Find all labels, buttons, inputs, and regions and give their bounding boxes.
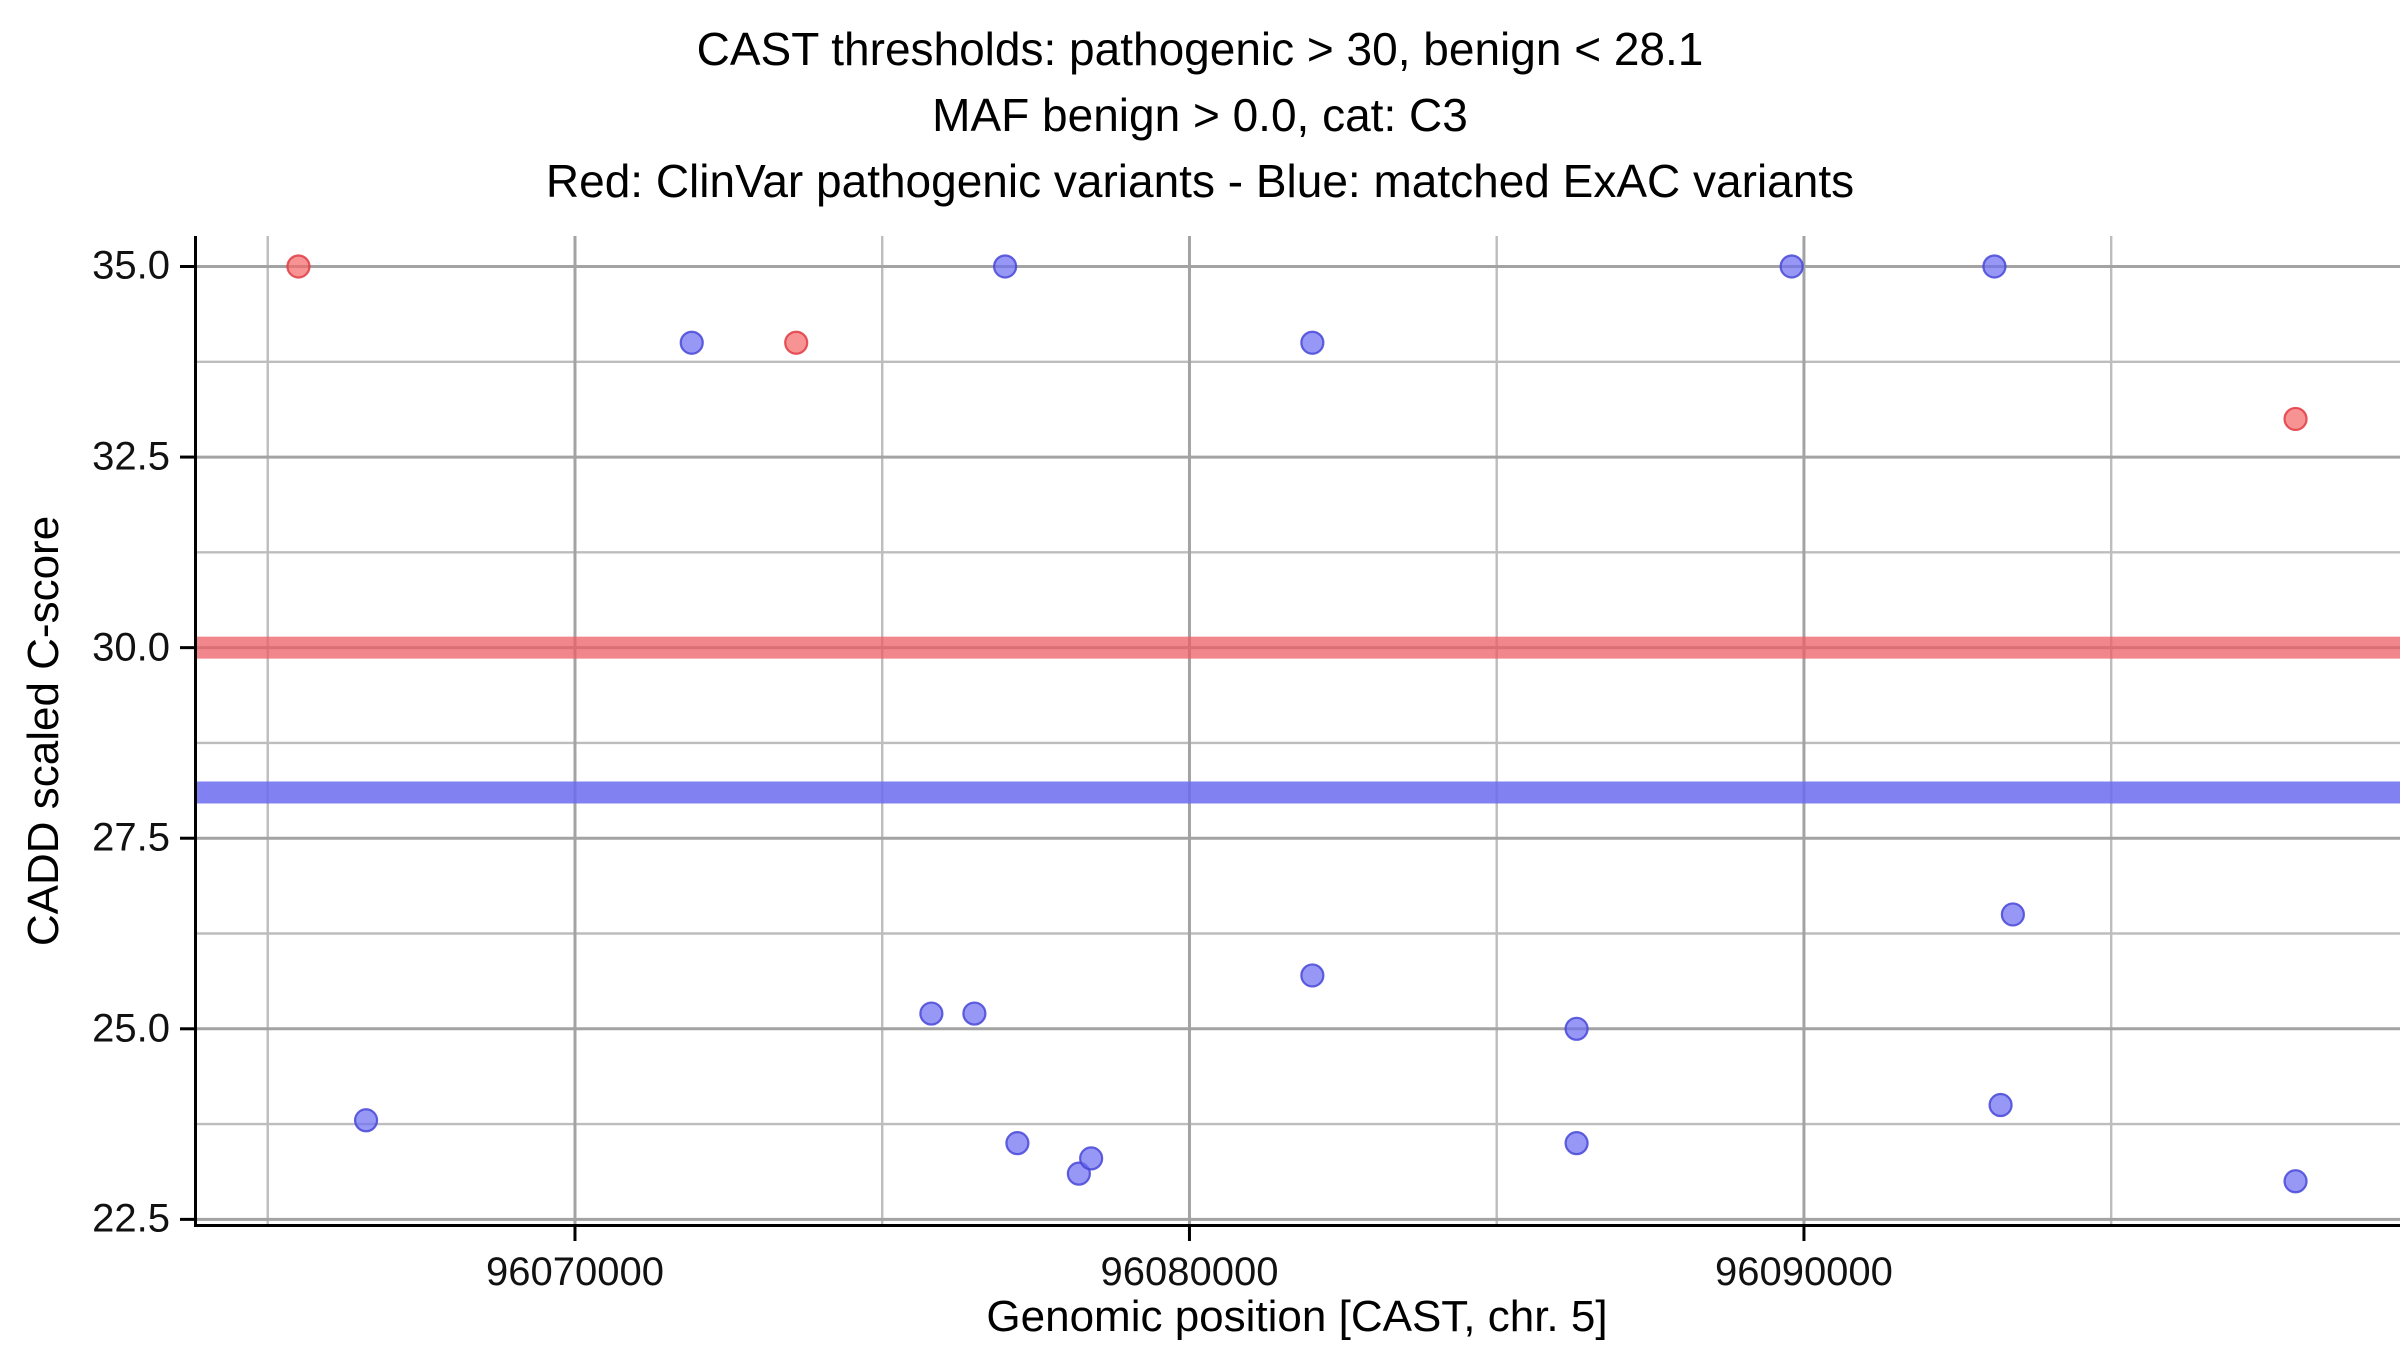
- data-point-exac: [1988, 1092, 2013, 1118]
- data-point-clinvar: [784, 330, 809, 355]
- data-point-exac: [1005, 1131, 1030, 1156]
- data-point-exac: [1079, 1146, 1104, 1171]
- chart-title: CAST thresholds: pathogenic > 30, benign…: [0, 16, 2400, 214]
- y-tick-label: 25.0: [92, 1006, 170, 1051]
- data-point-clinvar: [286, 254, 311, 279]
- data-point-exac: [1564, 1016, 1589, 1041]
- data-point-exac: [1300, 330, 1325, 355]
- data-point-exac: [919, 1001, 944, 1026]
- data-point-exac: [1300, 963, 1325, 988]
- x-tick-label: 96090000: [1714, 1250, 1893, 1294]
- y-tick-label: 27.5: [92, 815, 170, 860]
- y-tick-label: 32.5: [92, 434, 170, 479]
- y-tick-label: 35.0: [92, 243, 170, 288]
- data-point-clinvar: [2283, 406, 2308, 432]
- chart-title-line-3: Red: ClinVar pathogenic variants - Blue:…: [545, 155, 1855, 207]
- data-point-exac: [962, 1001, 987, 1026]
- data-point-exac: [1982, 254, 2007, 279]
- data-point-exac: [993, 254, 1018, 279]
- x-tick-label: 96080000: [1100, 1250, 1279, 1294]
- data-point-exac: [2283, 1169, 2308, 1194]
- x-axis-title: Genomic position [CAST, chr. 5]: [986, 1292, 1608, 1341]
- scatter-plot: [180, 236, 2400, 1241]
- y-tick-label: 22.5: [92, 1196, 170, 1241]
- x-tick-label: 96070000: [485, 1250, 664, 1294]
- data-point-exac: [1564, 1131, 1589, 1156]
- benign-threshold-band: [194, 781, 2400, 804]
- data-point-exac: [1779, 254, 1804, 279]
- chart-title-line-2: MAF benign > 0.0, cat: C3: [932, 89, 1468, 141]
- plot-panel: [180, 236, 2400, 1241]
- chart-title-line-1: CAST thresholds: pathogenic > 30, benign…: [696, 23, 1704, 75]
- y-axis-title: CADD scaled C-score: [19, 515, 68, 947]
- data-point-exac: [679, 330, 704, 355]
- data-point-exac: [353, 1108, 379, 1133]
- y-tick-label: 30.0: [92, 625, 170, 670]
- pathogenic-threshold-band: [194, 636, 2400, 659]
- data-point-exac: [2000, 902, 2025, 927]
